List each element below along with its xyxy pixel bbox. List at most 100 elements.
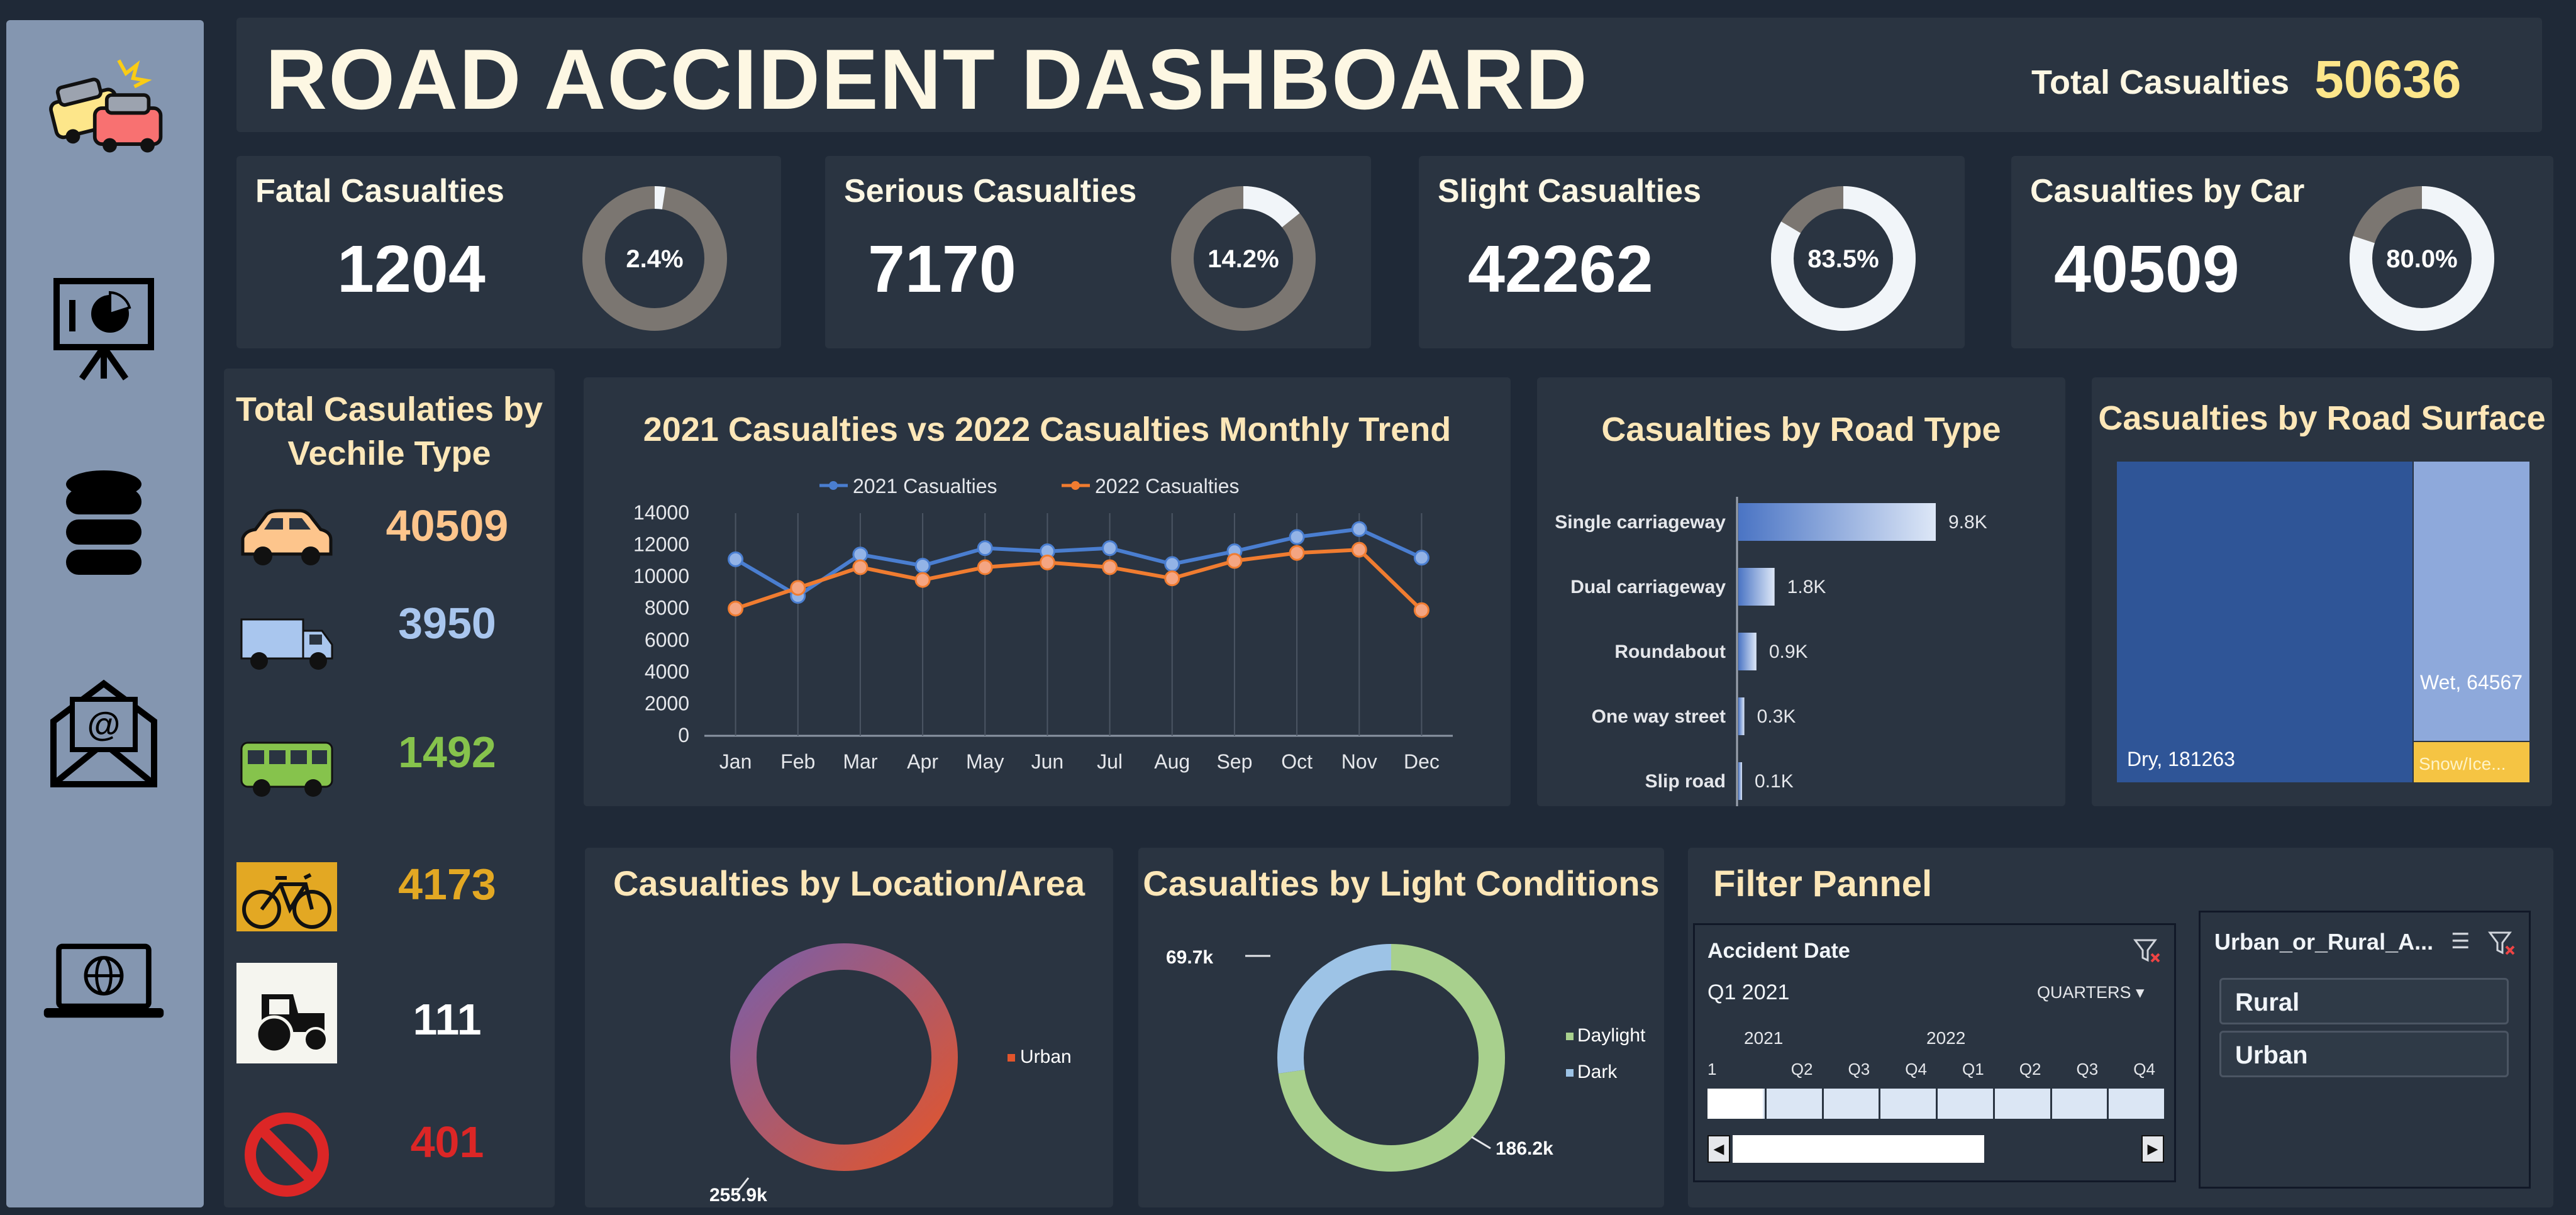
road-type-bar [1738,503,1936,541]
scroll-left-arrow-icon[interactable]: ◀ [1707,1135,1730,1163]
timeline-selected-period[interactable] [1707,1089,1763,1119]
car-crash-icon[interactable] [41,45,167,171]
car-icon [241,509,333,565]
no-entry-icon [245,1112,329,1197]
x-tick-label: May [966,750,1004,773]
slicer-option-urban[interactable]: Urban [2219,1031,2509,1077]
kpi-donut-arc [2350,186,2494,331]
treemap-snow-label: Snow/Ice... [2419,754,2506,774]
trend-chart: 2021 Casualties 2022 Casualties 14000 120… [633,475,1453,773]
timeline-year-2022: 2022 [1926,1028,1966,1048]
slicer-option-label: Urban [2235,1041,2308,1069]
light-legend-dark: Dark [1577,1062,1618,1082]
bus-icon [240,741,333,797]
scroll-right-arrow-icon[interactable]: ▶ [2141,1135,2164,1163]
urban-rural-slicer[interactable]: Urban_or_Rural_A... ☰ Rural Urban [2199,911,2531,1189]
database-icon[interactable] [41,460,167,586]
x-tick-label: Mar [843,750,877,773]
data-point [1226,553,1243,569]
kpi-value: 42262 [1468,232,1653,306]
kpi-pct-label: 80.0% [2386,245,2457,273]
multi-select-icon[interactable]: ☰ [2451,929,2470,953]
timeline-quarter-label: 1 [1707,1060,1717,1079]
data-point [1102,540,1118,557]
road-type-label: Dual carriageway [1570,577,1726,597]
bicycle-icon [236,862,337,931]
road-type-title: Casualties by Road Type [1601,411,2001,448]
data-point [728,551,744,567]
road-type-label: Single carriageway [1555,512,1726,533]
kpi-card-fatal: Fatal Casualties 1204 2.4% [236,156,781,348]
kpi-card-serious: Serious Casualties 7170 14.2% [825,156,1371,348]
y-tick-label: 0 [678,724,689,746]
data-point [914,572,931,588]
kpi-donut-arc [582,186,727,331]
road-type-bar [1738,633,1757,670]
timeline-quarter-label: Q3 [2076,1060,2099,1079]
presentation-icon[interactable] [41,265,167,391]
kpi-donut-arc [1771,186,1916,331]
data-point [1164,556,1180,572]
legend-2021: 2021 Casualties [853,475,997,497]
scroll-thumb[interactable] [1733,1135,1984,1163]
location-value-label: 255.9k [709,1185,767,1206]
laptop-globe-icon[interactable] [41,919,167,1045]
road-type-bar [1738,762,1742,800]
email-icon[interactable]: @ [41,668,167,794]
timeline-bar[interactable] [1707,1089,2164,1119]
series-line [735,548,1423,612]
road-surface-panel: Casualties by Road Surface Dry, 181263 W… [2092,377,2552,806]
y-tick-label: 8000 [645,597,689,619]
road-surface-treemap: Dry, 181263 Wet, 64567 Snow/Ice... [2117,462,2529,782]
location-donut: 255.9k Urban [709,943,1072,1206]
light-title: Casualties by Light Conditions [1143,863,1660,903]
road-type-value: 0.3K [1757,706,1796,727]
chevron-down-icon: ▾ [2136,983,2145,1002]
x-tick-label: Feb [780,750,815,773]
road-type-value: 0.9K [1769,641,1808,662]
x-tick-label: Apr [907,750,938,773]
timeline-scrollbar[interactable]: ◀ ▶ [1707,1135,2164,1163]
kpi-card-slight: Slight Casualties 42262 83.5% [1419,156,1965,348]
data-point [1413,602,1430,618]
data-point [1164,570,1180,587]
svg-text:@: @ [87,706,121,743]
road-type-label: One way street [1592,706,1726,727]
slicer-option-rural[interactable]: Rural [2219,978,2509,1024]
total-casualties-value: 50636 [2314,50,2462,109]
kpi-donut: 2.4% [582,186,727,331]
road-surface-title: Casualties by Road Surface [2098,399,2546,437]
data-point [1289,545,1305,561]
timeline-level-dropdown[interactable]: QUARTERS ▾ [2037,983,2145,1002]
treemap-snow [2414,742,2529,782]
filter-panel: Filter Pannel Accident Date Q1 2021 QUAR… [1688,848,2553,1207]
data-point [1351,521,1367,537]
filter-panel-title: Filter Pannel [1713,863,1933,904]
sidebar: @ [6,20,204,1207]
light-label-daylight: 186.2k [1496,1138,1553,1159]
clear-filter-icon[interactable] [2133,936,2162,965]
y-tick-label: 12000 [633,533,689,556]
vehicle-panel-title: Total Casulaties by Vechile Type [235,391,543,472]
road-type-bar [1738,568,1775,606]
timeline-header: Accident Date [1707,939,1850,963]
kpi-label: Serious Casualties [844,173,1137,209]
x-tick-label: Nov [1341,750,1377,773]
vehicle-value-other: 401 [410,1118,484,1167]
road-type-bar [1738,697,1745,735]
kpi-donut: 80.0% [2350,186,2494,331]
kpi-donut: 83.5% [1771,186,1916,331]
timeline-slicer[interactable]: Accident Date Q1 2021 QUARTERS ▾ 2021 20… [1693,923,2176,1182]
light-slice [1277,944,1505,1172]
timeline-quarter-label: Q4 [2133,1060,2155,1079]
kpi-donut: 14.2% [1171,186,1316,331]
treemap-dry-label: Dry, 181263 [2127,748,2235,770]
data-point [1351,541,1367,558]
header-bar: ROAD ACCIDENT DASHBOARD Total Casualties… [236,18,2542,132]
clear-filter-icon[interactable] [2487,929,2516,958]
kpi-label: Fatal Casualties [255,173,504,209]
treemap-wet [2414,462,2529,741]
road-type-chart: Single carriageway 9.8K Dual carriageway 1.… [1555,497,1987,806]
road-type-value: 1.8K [1787,577,1826,597]
trend-chart-panel: 2021 Casualties vs 2022 Casualties Month… [584,377,1511,806]
